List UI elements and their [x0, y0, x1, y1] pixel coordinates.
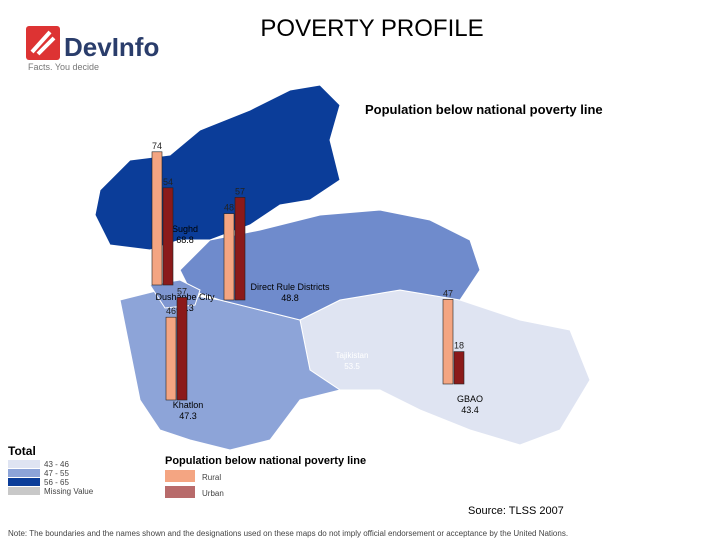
page-title: POVERTY PROFILE	[260, 15, 483, 42]
region-value: 47.3	[179, 411, 197, 421]
legend-bars: Population below national poverty line R…	[165, 455, 366, 498]
legend-label: Urban	[202, 489, 224, 498]
source: Source: TLSS 2007	[468, 505, 564, 517]
country-value: 53.5	[344, 362, 360, 371]
logo: DevInfo Facts. You decide	[26, 26, 159, 72]
bar-label: 57	[235, 186, 245, 196]
bar-label: 54	[163, 177, 173, 187]
bar-rural	[165, 316, 177, 401]
region-dushanbe-city	[149, 279, 201, 309]
legend-label: Rural	[202, 473, 221, 482]
bar-urban	[453, 351, 465, 385]
region-name: Dushanbe City	[155, 292, 215, 302]
logo-icon	[26, 26, 60, 60]
bar-label: 46	[166, 306, 176, 316]
region-value: 68.8	[176, 235, 194, 245]
country-name: Tajikistan	[336, 351, 369, 360]
bar-rural	[442, 299, 454, 385]
legend-label: Missing Value	[44, 487, 94, 496]
note: Note: The boundaries and the names shown…	[8, 529, 568, 538]
legend-swatch	[165, 470, 195, 482]
bar-rural	[223, 213, 235, 301]
legend-swatch	[8, 460, 40, 468]
region-name: GBAO	[457, 394, 483, 404]
region-name: Sughd	[172, 224, 198, 234]
bar-label: 47	[443, 288, 453, 298]
legend-swatch	[8, 478, 40, 486]
region-name: Direct Rule Districts	[250, 282, 330, 292]
legend-swatch	[8, 487, 40, 495]
legend-label: 43 - 46	[44, 460, 69, 469]
bar-label: 18	[454, 341, 464, 351]
region-direct-rule-districts	[179, 209, 481, 321]
bar-urban	[176, 297, 188, 401]
legend-swatch	[165, 486, 195, 498]
bar-label: 48	[224, 203, 234, 213]
bar-rural	[151, 151, 163, 286]
bar-label: 74	[152, 141, 162, 151]
region-name: Khatlon	[173, 400, 204, 410]
legend-title: Total	[8, 444, 36, 458]
region-value: 43.4	[461, 405, 479, 415]
logo-icon-mark	[30, 30, 56, 56]
logo-tagline: Facts. You decide	[28, 62, 99, 72]
region-value: 48.8	[281, 293, 299, 303]
bar-urban	[234, 197, 246, 301]
map-title: Population below national poverty line	[365, 102, 603, 117]
legend-label: 56 - 65	[44, 478, 69, 487]
legend-total: Total 43 - 46 47 - 55 56 - 65 Missing Va…	[8, 444, 94, 496]
bar-urban	[162, 187, 174, 286]
legend-title: Population below national poverty line	[165, 455, 366, 467]
logo-text: DevInfo	[64, 32, 159, 62]
bar-label: 57	[177, 286, 187, 296]
legend-swatch	[8, 469, 40, 477]
legend-label: 47 - 55	[44, 469, 69, 478]
